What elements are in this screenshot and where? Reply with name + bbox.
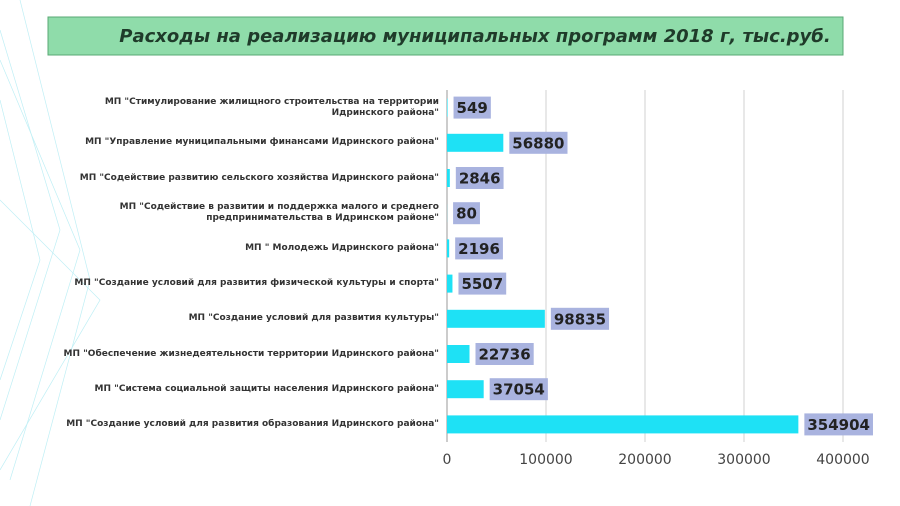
bar bbox=[447, 169, 450, 187]
value-label-bg bbox=[453, 202, 480, 225]
chart-title: Расходы на реализацию муниципальных прог… bbox=[119, 26, 830, 47]
value-label: 22736 bbox=[479, 346, 531, 364]
category-label: МП "Управление муниципальными финансами … bbox=[85, 137, 439, 148]
value-label: 549 bbox=[457, 99, 488, 117]
value-label-bg bbox=[453, 96, 491, 119]
bar bbox=[447, 415, 799, 434]
value-label: 80 bbox=[456, 205, 477, 223]
category-label: МП "Создание условий для развития физиче… bbox=[74, 278, 439, 289]
value-label: 2196 bbox=[458, 240, 500, 258]
value-label: 98835 bbox=[554, 310, 606, 328]
bar bbox=[447, 380, 484, 399]
value-label-bg bbox=[455, 167, 504, 189]
x-tick-label: 200000 bbox=[618, 452, 671, 468]
bar bbox=[447, 345, 470, 363]
category-label: МП "Содействие развитию сельского хозяйс… bbox=[79, 172, 439, 183]
x-tick-label: 400000 bbox=[816, 452, 869, 468]
value-label-bg bbox=[804, 413, 873, 436]
bar bbox=[447, 133, 504, 152]
title-box bbox=[47, 16, 844, 56]
bar bbox=[447, 239, 450, 258]
value-label-bg bbox=[475, 343, 534, 365]
value-label: 5507 bbox=[461, 275, 503, 293]
bar bbox=[447, 274, 453, 293]
value-label-bg bbox=[458, 272, 507, 295]
category-label: МП "Создание условий для развития культу… bbox=[188, 313, 439, 324]
category-label: МП "Обеспечение жизнедеятельности террит… bbox=[63, 348, 439, 359]
value-label: 37054 bbox=[493, 381, 545, 399]
x-tick-label: 100000 bbox=[519, 452, 572, 468]
value-label-bg bbox=[550, 307, 610, 330]
value-label-bg bbox=[489, 378, 548, 401]
bar bbox=[447, 98, 448, 117]
value-label-bg bbox=[455, 237, 503, 260]
x-tick-label: 0 bbox=[443, 452, 452, 468]
value-label-bg bbox=[509, 131, 568, 154]
category-label: МП "Стимулирование жилищного строительст… bbox=[104, 96, 439, 118]
category-label: МП "Содействие в развитии и поддержка ма… bbox=[119, 202, 439, 224]
bar bbox=[447, 309, 545, 328]
category-label: МП " Молодежь Идринского района" bbox=[245, 242, 439, 253]
value-label: 2846 bbox=[459, 170, 501, 188]
value-label: 354904 bbox=[807, 416, 870, 434]
x-tick-label: 300000 bbox=[717, 452, 770, 468]
category-label: МП "Создание условий для развития образо… bbox=[66, 418, 439, 429]
category-label: МП "Система социальной защиты населения … bbox=[94, 383, 439, 394]
decoration bbox=[0, 0, 101, 506]
value-label: 56880 bbox=[512, 134, 564, 152]
